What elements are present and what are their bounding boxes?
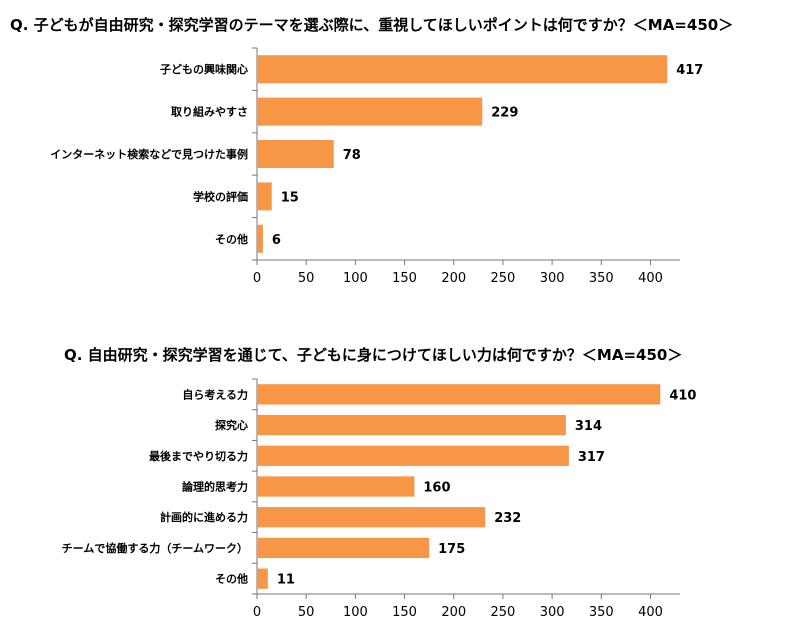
chart-1-bar [257, 97, 483, 126]
chart-2-bar [257, 414, 566, 436]
chart-2-bar [257, 507, 486, 528]
chart-1-bar [257, 182, 272, 211]
chart-2-bar [257, 476, 415, 497]
chart-2-category-label: 最後までやり切る力 [149, 449, 248, 463]
chart-2-bar [257, 537, 430, 559]
chart-2-category-label: 探究心 [215, 418, 248, 432]
chart-1-x-tick-label: 350 [589, 271, 614, 286]
chart-2-x-tick-label: 200 [441, 605, 466, 620]
chart-2-x-tick-label: 300 [540, 605, 565, 620]
chart-1-x-tick-label: 150 [392, 271, 417, 286]
chart-2-x-tick-label: 150 [392, 605, 417, 620]
chart-1-x-tick-label: 200 [441, 271, 466, 286]
chart-2-value-label: 314 [575, 419, 602, 434]
chart-1-category-label: インターネット検索などで見つけた事例 [50, 147, 248, 161]
chart-2-x-tick-label: 50 [298, 605, 315, 620]
chart-1-x-tick-label: 50 [298, 271, 315, 286]
chart-1-category-label: その他 [215, 232, 248, 246]
chart-2-x-tick-label: 400 [638, 605, 663, 620]
chart-2-category-label: その他 [215, 572, 248, 586]
chart-1-value-label: 417 [676, 63, 703, 78]
chart-1-x-tick-label: 300 [540, 271, 565, 286]
chart-1-x-tick-label: 250 [491, 271, 516, 286]
chart-1-value-label: 229 [491, 106, 518, 121]
chart-2-x-tick-label: 350 [589, 605, 614, 620]
chart-2-value-label: 11 [277, 573, 295, 588]
chart-2-value-label: 317 [578, 450, 605, 465]
chart-1: 子どもの興味関心 417 取り組みやすさ 229 インターネット検索などで見つけた事例 7… [50, 47, 703, 286]
chart-2-value-label: 175 [438, 542, 465, 557]
chart-2-title: Q. 自由研究・探究学習を通じて、子どもに身につけてほしい力は何ですか？＜MA=… [64, 346, 683, 364]
chart-1-value-label: 6 [272, 233, 281, 248]
chart-1-x-tick-label: 0 [253, 271, 261, 286]
chart-1-category-label: 子どもの興味関心 [160, 62, 248, 76]
chart-1-x-tick-label: 100 [343, 271, 368, 286]
chart-1-value-label: 78 [343, 148, 361, 163]
chart-1-category-label: 学校の評価 [193, 189, 248, 203]
chart-1-bar [257, 140, 334, 168]
chart-2-bar [257, 445, 569, 466]
chart-2-category-label: 計画的に進める力 [160, 510, 248, 524]
chart-1-value-label: 15 [281, 190, 299, 205]
chart-2-category-label: 論理的思考力 [182, 480, 248, 494]
chart-2-x-tick-label: 250 [491, 605, 516, 620]
chart-2-x-tick-label: 0 [253, 605, 261, 620]
chart-2-category-label: チームで協働する力（チームワーク） [62, 541, 248, 555]
chart-2-value-label: 410 [669, 388, 696, 403]
chart-2-value-label: 232 [494, 511, 521, 526]
chart-2-bar [257, 568, 268, 589]
chart-1-category-label: 取り組みやすさ [171, 105, 248, 119]
chart-2-value-label: 160 [423, 481, 450, 496]
chart-2-category-label: 自ら考える力 [182, 387, 248, 401]
chart-2-x-tick-label: 100 [343, 605, 368, 620]
chart-1-x-tick-label: 400 [638, 271, 663, 286]
chart-2-bar [257, 384, 661, 405]
chart-1-bar [257, 55, 668, 84]
chart-1-bar [257, 224, 263, 253]
chart-1-title: Q. 子どもが自由研究・探究学習のテーマを選ぶ際に、重視してほしいポイントは何で… [10, 16, 734, 34]
